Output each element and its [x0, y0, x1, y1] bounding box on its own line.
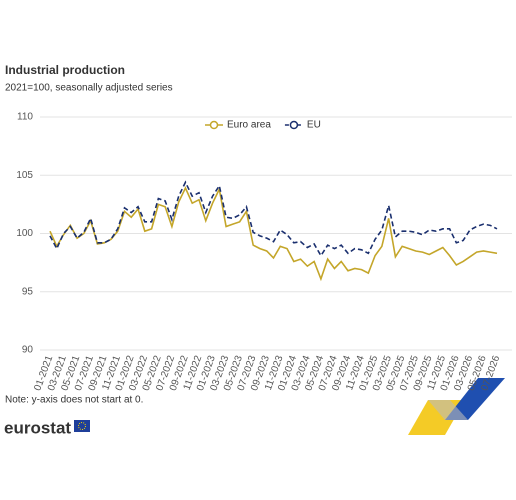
logo: eurostat	[4, 418, 71, 437]
legend-item: EU	[284, 120, 321, 131]
legend-label: Euro area	[227, 120, 271, 131]
y-tick-label: 90	[22, 345, 34, 356]
series-line	[49, 180, 498, 258]
legend-item: Euro area	[205, 120, 271, 131]
logo-stars	[78, 422, 86, 430]
y-tick-label: 95	[22, 286, 34, 297]
chart-title: Industrial production	[5, 63, 125, 77]
decor-gray	[428, 400, 468, 420]
legend-label: EU	[307, 120, 321, 131]
series-line	[49, 186, 498, 282]
note: Note: y-axis does not start at 0.	[5, 395, 143, 406]
legend-marker	[209, 120, 219, 130]
legend-marker	[289, 120, 299, 130]
decor-blue	[445, 378, 505, 420]
chart-subtitle: 2021=100, seasonally adjusted series	[5, 83, 173, 94]
logo-flag	[74, 420, 90, 432]
y-tick-label: 110	[17, 112, 33, 123]
y-tick-label: 100	[16, 228, 33, 239]
y-tick-label: 105	[16, 170, 33, 181]
